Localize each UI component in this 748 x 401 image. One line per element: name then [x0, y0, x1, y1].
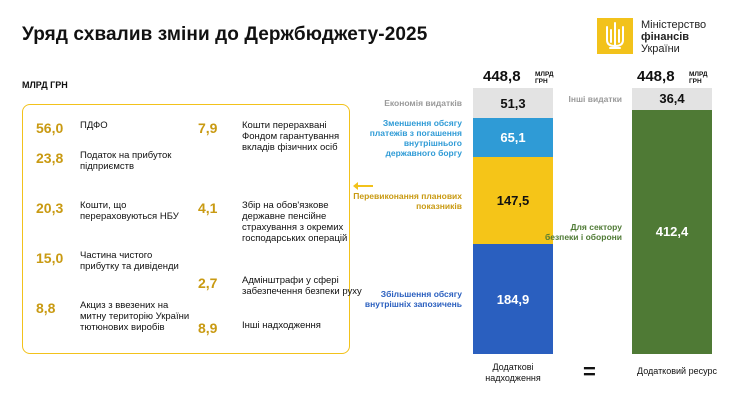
caption-additional-resource: Додатковий ресурс — [618, 366, 736, 377]
revenue-item: 2,7 Адмінштрафи у сфері забезпечення безп… — [198, 275, 362, 297]
revenue-item: 8,8 Акциз з ввезених на митну територію У… — [36, 300, 190, 333]
segment-category-label: Зменшення обсягу платежів з погашення вн… — [369, 117, 462, 158]
revenue-item-label: Податок на прибуток підприємств — [80, 150, 172, 172]
bar-segment: 65,1 — [473, 118, 553, 157]
revenue-item-label: ПДФО — [80, 120, 108, 131]
revenue-item-label: Збір на обов'язкове державне пенсійне ст… — [242, 200, 348, 244]
logo-line-1: Міністерство — [641, 19, 707, 31]
bar-data-label: 36,4 — [659, 91, 685, 107]
total-unit: МЛРД ГРН — [535, 71, 554, 85]
revenue-item-value: 20,3 — [36, 200, 64, 216]
revenue-item: 56,0 ПДФО — [36, 120, 200, 136]
revenue-item: 20,3 Кошти, що перераховуються НБУ — [36, 200, 200, 222]
revenue-item: 23,8 Податок на прибуток підприємств — [36, 150, 200, 172]
total-unit: МЛРД ГРН — [689, 71, 708, 85]
revenue-item-value: 23,8 — [36, 150, 64, 166]
bar-data-label: 51,3 — [500, 95, 526, 111]
page-title: Уряд схвалив зміни до Держбюджету-2025 — [22, 24, 428, 45]
revenue-item-value: 8,9 — [198, 320, 218, 336]
revenue-item-label: Адмінштрафи у сфері забезпечення безпеки… — [242, 275, 362, 297]
segment-category-label: Збільшення обсягу внутрішніх запозичень — [364, 289, 462, 310]
bar-data-label: 65,1 — [500, 130, 526, 146]
segment-category-label: Для сектору безпеки і оборони — [544, 221, 622, 242]
bar-segment: 412,4 — [632, 109, 712, 354]
equals-sign: = — [583, 359, 596, 384]
segment-category-label: Економія видатків — [384, 98, 462, 109]
ministry-logo: Міністерство фінансів України — [597, 18, 742, 56]
revenue-item-value: 56,0 — [36, 120, 64, 136]
caption-additional-revenue: Додаткові надходження — [466, 362, 560, 384]
total-unit-line-2: ГРН — [535, 78, 548, 85]
revenue-item-value: 4,1 — [198, 200, 218, 216]
revenue-breakdown-box — [22, 104, 350, 354]
bar-segment: 51,3 — [473, 88, 553, 119]
revenue-item-value: 7,9 — [198, 120, 218, 136]
revenue-item: 8,9 Інші надходження — [198, 320, 362, 336]
segment-category-label: Перевиконання планових показників — [353, 190, 462, 211]
stacked-bar-additional-resource: 36,4 412,4 — [632, 88, 712, 354]
revenue-item: 7,9 Кошти перерахвані Фондом гарантування… — [198, 120, 362, 153]
revenue-item-label: Кошти перерахвані Фондом гарантування вк… — [242, 120, 340, 153]
total-additional-resource: 448,8 — [637, 68, 675, 85]
revenue-item-label: Акциз з ввезених на митну територію Укра… — [80, 300, 190, 333]
revenue-item-value: 15,0 — [36, 250, 64, 266]
caption-text: Додаткові надходження — [485, 362, 541, 383]
arrow-left-icon — [353, 182, 373, 190]
total-unit-line-1: МЛРД — [689, 71, 708, 78]
bar-data-label: 147,5 — [496, 193, 530, 209]
bar-data-label: 412,4 — [655, 224, 689, 240]
bar-data-label: 184,9 — [496, 291, 530, 307]
unit-label: МЛРД ГРН — [22, 80, 68, 90]
total-unit-line-1: МЛРД — [535, 71, 554, 78]
caption-text: Додатковий ресурс — [637, 366, 717, 376]
total-unit-line-2: ГРН — [689, 78, 702, 85]
ministry-name: Міністерство фінансів України — [641, 19, 706, 55]
bar-segment: 147,5 — [473, 156, 553, 245]
revenue-item: 15,0 Частина чистого прибутку та дивіденд… — [36, 250, 180, 272]
segment-category-label: Інші видатки — [568, 93, 622, 104]
logo-line-3: України — [641, 43, 680, 55]
revenue-item-label: Частина чистого прибутку та дивіденди — [80, 250, 179, 272]
bar-segment: 36,4 — [632, 88, 712, 110]
total-additional-revenue: 448,8 — [483, 68, 521, 85]
bar-segment: 184,9 — [473, 244, 553, 354]
trident-icon — [597, 18, 633, 54]
revenue-item: 4,1 Збір на обов'язкове державне пенсійне… — [198, 200, 362, 244]
revenue-item-value: 8,8 — [36, 300, 56, 316]
revenue-item-label: Кошти, що перераховуються НБУ — [80, 200, 179, 222]
revenue-item-label: Інші надходження — [242, 320, 321, 331]
revenue-item-value: 2,7 — [198, 275, 218, 291]
stacked-bar-additional-revenue: 51,3 65,1 147,5 184,9 — [473, 88, 553, 354]
logo-line-2: фінансів — [641, 31, 690, 43]
